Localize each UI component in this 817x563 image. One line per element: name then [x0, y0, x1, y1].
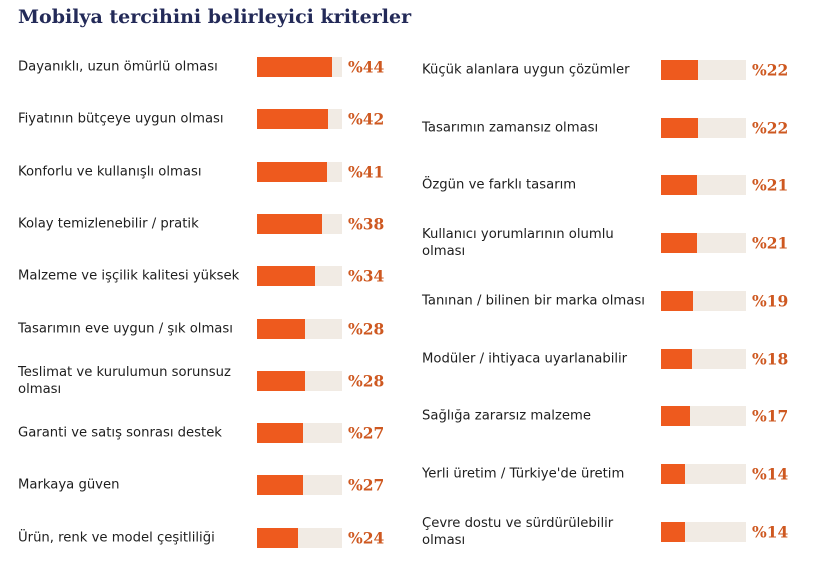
- bar: [257, 475, 303, 496]
- bar: [661, 60, 699, 80]
- value-label: %21: [752, 233, 789, 253]
- category-label: Konforlu ve kullanışlı olması: [18, 164, 202, 180]
- bar-track: [257, 423, 342, 444]
- value-label: %41: [348, 162, 385, 182]
- bar: [661, 463, 685, 484]
- bar: [257, 318, 305, 339]
- bar: [661, 521, 685, 542]
- value-label: %44: [348, 57, 385, 77]
- category-label: Malzeme ve işçilik kalitesi yüksek: [18, 268, 240, 284]
- bar-track: [661, 290, 746, 311]
- value-label: %14: [752, 522, 789, 542]
- bar: [257, 266, 315, 287]
- bar: [661, 233, 697, 254]
- category-label: Sağlığa zararsız malzeme: [422, 408, 591, 424]
- bar-track: [661, 175, 746, 196]
- value-label: %34: [348, 266, 385, 286]
- category-label: Dayanıklı, uzun ömürlü olması: [18, 59, 218, 75]
- category-label: Ürün, renk ve model çeşitliliği: [18, 530, 215, 546]
- value-label: %24: [348, 528, 385, 548]
- bar-track: [661, 521, 746, 542]
- category-label: Modüler / ihtiyaca uyarlanabilir: [422, 351, 628, 366]
- value-label: %42: [348, 109, 385, 129]
- bar: [661, 348, 692, 369]
- bar: [661, 175, 697, 196]
- category-label: Kullanıcı yorumlarının olumlu olması: [422, 227, 614, 260]
- bar: [661, 406, 690, 427]
- value-label: %21: [752, 175, 789, 195]
- value-label: %22: [752, 118, 789, 138]
- bar: [661, 117, 699, 138]
- category-label: Teslimat ve kurulumun sorunsuz olması: [18, 364, 231, 397]
- bar-track: [257, 266, 342, 287]
- value-label: %28: [348, 371, 385, 391]
- category-label: Tasarımın zamansız olması: [422, 120, 599, 136]
- category-label: Kolay temizlenebilir / pratik: [18, 216, 199, 232]
- bar: [257, 213, 322, 234]
- bar-track: [257, 57, 342, 77]
- value-label: %19: [752, 291, 789, 311]
- value-label: %28: [348, 319, 385, 338]
- bar-track: [661, 463, 746, 484]
- bar-track: [661, 233, 746, 254]
- bar: [661, 290, 694, 311]
- bar-track: [257, 527, 342, 548]
- chart-title: Mobilya tercihini belirleyici kriterler: [18, 6, 412, 28]
- bar-track: [661, 406, 746, 427]
- value-label: %27: [348, 423, 385, 443]
- bar-track: [661, 117, 746, 138]
- bar: [257, 423, 303, 444]
- value-label: %17: [752, 406, 789, 426]
- category-label: Tasarımın eve uygun / şık olması: [18, 321, 233, 336]
- value-label: %18: [752, 349, 789, 368]
- category-label: Küçük alanlara uygun çözümler: [422, 62, 630, 78]
- bar: [257, 161, 327, 182]
- bar-track: [257, 161, 342, 182]
- category-label: Garanti ve satış sonrası destek: [18, 425, 222, 441]
- bar-track: [257, 213, 342, 234]
- bar: [257, 370, 305, 391]
- category-label: Tanınan / bilinen bir marka olması: [422, 293, 645, 309]
- category-label: Fiyatının bütçeye uygun olması: [18, 111, 224, 127]
- value-label: %14: [752, 464, 789, 484]
- category-label: Markaya güven: [18, 477, 120, 493]
- bar: [257, 109, 329, 130]
- bar-track: [661, 348, 746, 369]
- bar: [257, 527, 298, 548]
- bar-track: [257, 109, 342, 130]
- value-label: %22: [752, 60, 789, 80]
- value-label: %27: [348, 475, 385, 495]
- bar-track: [257, 318, 342, 339]
- category-label: Yerli üretim / Türkiye'de üretim: [422, 466, 625, 482]
- category-label: Özgün ve farklı tasarım: [422, 177, 577, 193]
- bar-track: [257, 475, 342, 496]
- value-label: %38: [348, 214, 385, 234]
- bar-track: [257, 370, 342, 391]
- bar: [257, 57, 332, 77]
- bar-track: [661, 60, 746, 80]
- category-label: Çevre dostu ve sürdürülebilir olması: [422, 515, 614, 548]
